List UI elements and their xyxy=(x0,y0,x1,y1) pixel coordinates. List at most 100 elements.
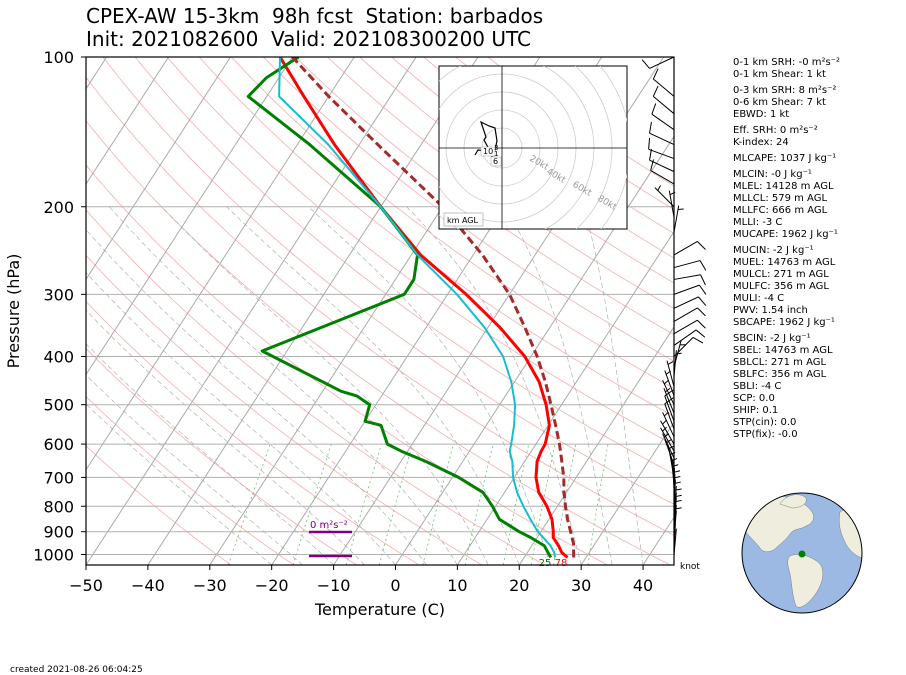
x-axis-label: Temperature (C) xyxy=(314,600,445,619)
wind-barb xyxy=(662,433,675,459)
y-tick-label: 900 xyxy=(43,523,74,542)
wind-barb xyxy=(673,336,704,357)
param-line: MULI: -4 C xyxy=(733,293,785,304)
wind-barb xyxy=(651,103,675,131)
param-line: MLLI: -3 C xyxy=(733,217,783,228)
x-tick-label: 10 xyxy=(447,576,467,595)
mixing-ratio-line xyxy=(345,443,382,565)
hodograph-height-label: 1 xyxy=(494,150,498,158)
wind-barb xyxy=(648,137,675,160)
wind-barb xyxy=(673,274,706,286)
param-line: 0-1 km SRH: -0 m²s⁻² xyxy=(733,57,840,68)
param-line: SBCAPE: 1962 J kg⁻¹ xyxy=(733,317,835,328)
wind-barb xyxy=(673,241,706,256)
wind-barb xyxy=(662,379,675,405)
dry-adiabat xyxy=(359,57,674,284)
moist-adiabat xyxy=(86,309,365,565)
dry-adiabat xyxy=(86,396,294,565)
y-tick-label: 800 xyxy=(43,497,74,516)
hodograph-frame xyxy=(438,65,628,230)
x-tick-label: 30 xyxy=(571,576,591,595)
isotherm xyxy=(456,230,674,565)
x-tick-label: −30 xyxy=(193,576,227,595)
param-line: MLEL: 14128 m AGL xyxy=(733,181,834,192)
wind-barb xyxy=(673,319,706,335)
srh-indicator: 0 m²s⁻² xyxy=(309,520,352,558)
mixing-ratio-line xyxy=(227,443,271,565)
isotherm xyxy=(580,421,674,565)
mixing-ratio-line xyxy=(502,444,530,565)
wind-barb xyxy=(673,510,677,538)
moist-adiabat xyxy=(583,206,644,565)
x-tick-label: −20 xyxy=(255,576,289,595)
moist-adiabat xyxy=(226,206,520,565)
dry-adiabat xyxy=(262,57,674,362)
globe-south-america xyxy=(787,554,824,608)
mixing-ratio-line xyxy=(530,444,556,565)
param-line: EBWD: 1 kt xyxy=(733,109,790,120)
dry-adiabat xyxy=(327,57,674,310)
moist-adiabat xyxy=(109,206,458,565)
moist-adiabat xyxy=(161,206,489,565)
param-line: PWV: 1.54 inch xyxy=(733,305,808,316)
param-line: 0-3 km SRH: 8 m²s⁻² xyxy=(733,85,837,96)
dry-adiabat xyxy=(86,209,545,565)
chart-title-line2: Init: 2021082600 Valid: 202108300200 UTC xyxy=(86,27,532,51)
wind-barb xyxy=(673,340,686,368)
param-line: SBLI: -4 C xyxy=(733,381,782,392)
param-line: MLLCL: 579 m AGL xyxy=(733,193,828,204)
param-line: MLCAPE: 1037 J kg⁻¹ xyxy=(733,153,837,164)
background-lines xyxy=(86,57,674,565)
y-tick-label: 100 xyxy=(43,48,74,67)
hodograph-height-label: 3 xyxy=(494,144,498,152)
wind-barb xyxy=(649,148,675,173)
isotherm xyxy=(86,57,417,565)
barb-units-label: knot xyxy=(680,562,700,572)
param-line: 0-6 km Shear: 7 kt xyxy=(733,97,826,108)
x-tick-label: 40 xyxy=(633,576,653,595)
param-line: MUCAPE: 1962 J kg⁻¹ xyxy=(733,229,838,240)
param-line: MLLFC: 666 m AGL xyxy=(733,205,828,216)
param-line: SBCIN: -2 J kg⁻¹ xyxy=(733,333,811,344)
dry-adiabat xyxy=(230,57,674,389)
surface-dewpoint-label: 25 xyxy=(539,558,552,569)
param-line: SBLCL: 271 m AGL xyxy=(733,357,827,368)
y-tick-label: 500 xyxy=(43,396,74,415)
wind-barb xyxy=(660,419,675,445)
param-line: K-index: 24 xyxy=(733,137,789,148)
wind-barb xyxy=(654,185,675,208)
isotherm xyxy=(147,57,479,565)
hodograph-inset: 20kt 40kt 60kt 80kt 10 3 1 6 km AGL xyxy=(438,65,628,230)
y-tick-label: 700 xyxy=(43,468,74,487)
dry-adiabat xyxy=(86,76,674,536)
mixing-ratio-line xyxy=(378,443,413,565)
wind-barb xyxy=(673,528,677,556)
isotherm xyxy=(518,325,674,565)
dry-adiabat xyxy=(295,57,674,336)
dry-adiabat xyxy=(86,164,608,565)
temperature-profile xyxy=(278,57,569,559)
moist-adiabat xyxy=(504,206,613,565)
dry-adiabat xyxy=(166,57,674,446)
mixing-ratio-line xyxy=(553,444,577,565)
axes: −50 −40 −30 −20 −10 0 10 20 30 40 100 200 300 400 500 6… xyxy=(33,48,653,595)
created-timestamp: created 2021-08-26 06:04:25 xyxy=(10,665,143,675)
wind-barb xyxy=(673,504,682,532)
moist-adiabat xyxy=(86,343,334,565)
moist-adiabat xyxy=(86,403,272,565)
param-line: MULFC: 356 m AGL xyxy=(733,281,829,292)
wind-barb xyxy=(652,68,675,97)
moist-adiabat xyxy=(86,229,427,565)
param-line: STP(cin): 0.0 xyxy=(733,417,797,428)
srh-label: 0 m²s⁻² xyxy=(310,520,348,531)
param-line: MUCIN: -2 J kg⁻¹ xyxy=(733,245,814,256)
mixing-ratio-line xyxy=(292,443,332,565)
dry-adiabat xyxy=(86,254,483,565)
moist-adiabat xyxy=(86,272,396,565)
dry-adiabat xyxy=(102,57,674,505)
dry-adiabat xyxy=(86,445,232,565)
wind-barb xyxy=(660,426,675,452)
mixing-ratio-line xyxy=(422,443,454,565)
mixing-ratio-line xyxy=(464,443,494,565)
